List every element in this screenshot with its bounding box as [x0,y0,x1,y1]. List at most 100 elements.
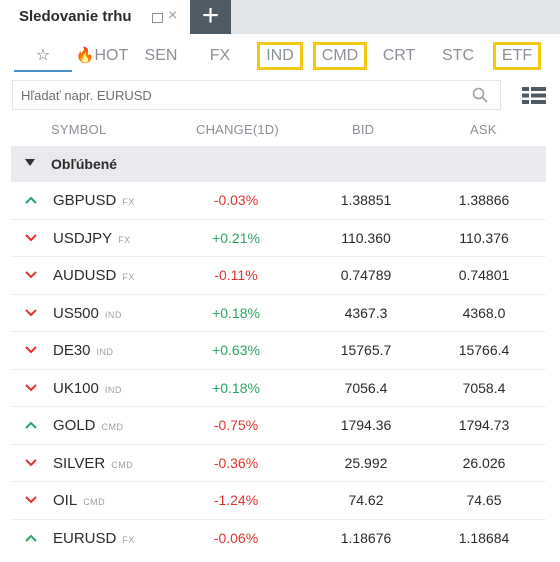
instrument-type-badge: CMD [101,422,124,432]
tab-cmd[interactable]: CMD [310,40,370,72]
search-input[interactable] [13,81,453,109]
tab-stc-label: STC [442,47,474,64]
symbol-cell: UK100 IND [53,380,122,397]
instrument-list: GBPUSD FX -0.03% 1.38851 1.38866 USDJPY FX +0.2… [11,182,546,557]
tab-stc[interactable]: STC [428,40,488,72]
ask-cell[interactable]: 110.376 [459,229,509,246]
column-header-change[interactable]: CHANGE(1D) [196,122,279,137]
bid-cell[interactable]: 4367.3 [344,304,388,321]
tab-hot[interactable]: 🔥HOT [72,40,132,72]
ask-cell[interactable]: 0.74801 [458,267,510,283]
arrow-up-icon [25,421,37,429]
bid-cell[interactable]: 15765.7 [340,342,392,358]
arrow-down-icon [25,458,37,466]
tab-ind[interactable]: IND [250,40,310,72]
symbol-name: OIL [53,492,78,509]
table-row[interactable]: AUDUSD FX -0.11% 0.74789 0.74801 [11,257,546,295]
arrow-down-icon [25,346,37,354]
tab-ind-label: IND [257,42,303,70]
bid-cell[interactable]: 1.18676 [340,529,392,546]
symbol-cell: US500 IND [53,305,122,322]
instrument-type-badge: CMD [83,497,106,507]
tab-crt[interactable]: CRT [370,40,428,72]
arrow-down-icon [25,271,37,279]
instrument-type-badge: IND [96,347,114,357]
symbol-cell: OIL CMD [53,492,105,509]
ask-cell[interactable]: 15766.4 [458,342,510,358]
arrow-down-icon [25,233,37,241]
close-icon[interactable]: × [168,7,178,24]
symbol-cell: DE30 IND [53,342,114,359]
ask-cell[interactable]: 1.38866 [458,192,510,208]
symbol-name: AUDUSD [53,267,117,284]
table-row[interactable]: EURUSD FX -0.06% 1.18676 1.18684 [11,520,546,558]
ask-cell[interactable]: 4368.0 [462,304,506,321]
window-tab[interactable]: Sledovanie trhu × [0,0,190,34]
tab-etf-label: ETF [492,42,542,70]
tab-fx-label: FX [209,47,231,64]
instrument-type-badge: CMD [111,459,134,470]
table-row[interactable]: US500 IND +0.18% 4367.3 4368.0 [11,295,546,332]
add-tab-button[interactable]: + [190,0,231,34]
column-header-symbol[interactable]: SYMBOL [51,122,107,137]
instrument-type-badge: FX [118,234,131,245]
ask-cell[interactable]: 7058.4 [462,379,506,396]
arrow-down-icon [25,383,37,391]
change-cell: -0.11% [214,267,258,283]
bid-cell[interactable]: 0.74789 [340,267,392,283]
group-label: Obľúbené [51,156,118,172]
ask-cell[interactable]: 26.026 [462,454,506,471]
change-cell: -0.75% [213,417,259,433]
ask-cell[interactable]: 74.65 [466,492,502,508]
bid-cell[interactable]: 110.360 [341,229,391,246]
table-row[interactable]: SILVER CMD -0.36% 25.992 26.026 [11,445,546,482]
symbol-cell: SILVER CMD [53,455,133,472]
bid-cell[interactable]: 1.38851 [340,192,392,208]
restore-icon[interactable] [152,13,163,23]
instrument-type-badge: FX [122,534,135,545]
change-cell: -0.06% [213,529,259,546]
collapse-arrow-icon[interactable] [25,159,35,166]
table-row[interactable]: UK100 IND +0.18% 7056.4 7058.4 [11,370,546,407]
column-header-bid[interactable]: BID [352,122,375,137]
tab-fx[interactable]: FX [190,40,250,72]
symbol-cell: USDJPY FX [53,230,131,247]
table-row[interactable]: GBPUSD FX -0.03% 1.38851 1.38866 [11,182,546,220]
ask-cell[interactable]: 1794.73 [458,417,510,433]
change-cell: +0.18% [212,379,260,396]
bid-cell[interactable]: 1794.36 [340,417,392,433]
tab-sen[interactable]: SEN [132,40,190,72]
ask-cell[interactable]: 1.18684 [458,529,510,546]
tab-favorites[interactable]: ☆ [14,40,72,72]
symbol-cell: EURUSD FX [53,530,135,547]
change-cell: -1.24% [213,492,259,508]
column-header-ask[interactable]: ASK [470,122,497,137]
symbol-cell: GOLD CMD [53,417,124,434]
change-cell: +0.18% [212,304,260,321]
flame-icon: 🔥 [75,47,95,64]
table-row[interactable]: USDJPY FX +0.21% 110.360 110.376 [11,220,546,257]
window-title: Sledovanie trhu [19,8,132,25]
category-tabs: ☆ 🔥HOT SEN FX IND CMD CRT STC ETF [14,40,546,72]
tab-crt-label: CRT [382,47,416,64]
group-favorites[interactable]: Obľúbené [11,146,546,182]
symbol-name: GBPUSD [53,192,117,209]
symbol-name: UK100 [53,379,99,397]
table-row[interactable]: OIL CMD -1.24% 74.62 74.65 [11,482,546,520]
symbol-name: USDJPY [53,229,113,247]
table-row[interactable]: DE30 IND +0.63% 15765.7 15766.4 [11,332,546,370]
table-row[interactable]: GOLD CMD -0.75% 1794.36 1794.73 [11,407,546,445]
change-cell: +0.21% [212,229,260,246]
bid-cell[interactable]: 25.992 [344,454,388,471]
tab-etf[interactable]: ETF [488,40,546,72]
arrow-down-icon [25,496,37,504]
bid-cell[interactable]: 74.62 [348,492,384,508]
change-cell: +0.63% [212,342,260,358]
symbol-cell: GBPUSD FX [53,192,135,209]
search-icon[interactable] [472,87,488,103]
symbol-name: SILVER [53,454,106,472]
star-icon: ☆ [35,47,51,64]
bid-cell[interactable]: 7056.4 [344,379,388,396]
grid-view-icon[interactable] [522,87,546,104]
instrument-type-badge: IND [104,309,122,320]
